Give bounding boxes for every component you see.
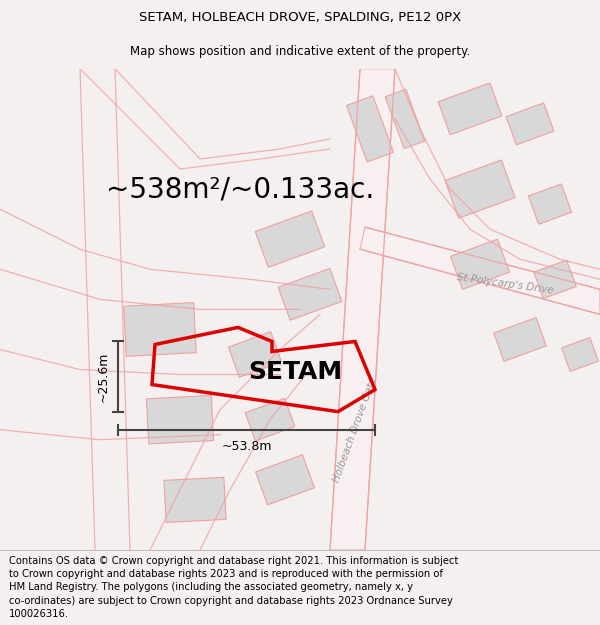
Polygon shape [245, 398, 295, 441]
Polygon shape [562, 338, 598, 371]
Polygon shape [360, 227, 600, 314]
Text: Contains OS data © Crown copyright and database right 2021. This information is : Contains OS data © Crown copyright and d… [9, 556, 458, 619]
Text: ~25.6m: ~25.6m [97, 351, 110, 402]
Text: SETAM: SETAM [248, 359, 342, 384]
Polygon shape [347, 96, 394, 162]
Polygon shape [229, 332, 281, 378]
Polygon shape [256, 455, 314, 505]
Text: ~538m²/~0.133ac.: ~538m²/~0.133ac. [106, 175, 374, 203]
Polygon shape [438, 83, 502, 135]
Polygon shape [124, 302, 196, 356]
Text: St Polycarp's Drive: St Polycarp's Drive [456, 272, 554, 296]
Polygon shape [385, 89, 425, 149]
Polygon shape [164, 478, 226, 522]
Text: ~53.8m: ~53.8m [221, 440, 272, 452]
Polygon shape [529, 184, 572, 224]
Polygon shape [494, 318, 546, 361]
Polygon shape [256, 211, 325, 268]
Text: Holbeach Drove Gate: Holbeach Drove Gate [331, 376, 379, 484]
Text: Map shows position and indicative extent of the property.: Map shows position and indicative extent… [130, 45, 470, 58]
Polygon shape [445, 160, 515, 218]
Polygon shape [146, 396, 214, 444]
Polygon shape [534, 260, 576, 299]
Text: SETAM, HOLBEACH DROVE, SPALDING, PE12 0PX: SETAM, HOLBEACH DROVE, SPALDING, PE12 0P… [139, 11, 461, 24]
Polygon shape [330, 69, 395, 550]
Polygon shape [506, 103, 554, 145]
Polygon shape [451, 239, 509, 289]
Polygon shape [278, 268, 342, 320]
